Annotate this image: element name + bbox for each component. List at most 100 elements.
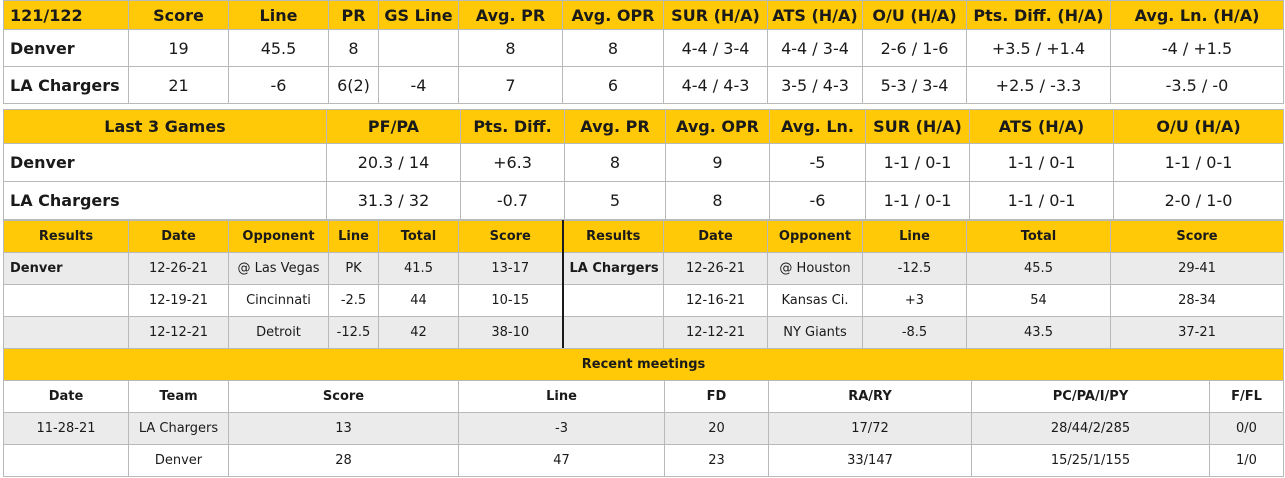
meetings-header-row: Date Team Score Line FD RA/RY PC/PA/I/PY… xyxy=(3,380,1284,413)
table-row: Denver 19 45.5 8 8 8 4-4 / 3-4 4-4 / 3-4… xyxy=(3,29,1284,67)
table-cell: -2.5 xyxy=(328,284,379,317)
table-cell: +2.5 / -3.3 xyxy=(966,66,1111,104)
table-cell: 12-12-21 xyxy=(128,316,229,349)
header-cell: ATS (H/A) xyxy=(969,109,1114,144)
table-cell: 19 xyxy=(128,29,229,67)
table-cell: 5 xyxy=(564,181,666,220)
table-cell: 42 xyxy=(378,316,459,349)
table-cell: 15/25/1/155 xyxy=(971,444,1210,477)
table-cell: 13 xyxy=(228,412,459,445)
table-cell: -6 xyxy=(228,66,329,104)
table-cell: 8 xyxy=(328,29,379,67)
table-cell: 28 xyxy=(228,444,459,477)
table-cell: 8 xyxy=(665,181,770,220)
table-cell: 4-4 / 4-3 xyxy=(663,66,768,104)
table-cell: 2-6 / 1-6 xyxy=(862,29,967,67)
table-cell: PK xyxy=(328,252,379,285)
table-cell xyxy=(3,444,129,477)
table-cell: 10-15 xyxy=(458,284,564,317)
table-cell: 23 xyxy=(664,444,769,477)
header-cell: Line xyxy=(458,380,665,413)
table-row: 12-19-21 Cincinnati -2.5 44 10-15 12-16-… xyxy=(3,284,1284,317)
table-cell: -0.7 xyxy=(460,181,565,220)
table-cell: 29-41 xyxy=(1110,252,1284,285)
table-cell: 41.5 xyxy=(378,252,459,285)
header-cell: PR xyxy=(328,0,379,30)
table-row: LA Chargers 31.3 / 32 -0.7 5 8 -6 1-1 / … xyxy=(3,181,1284,220)
table-cell: 1-1 / 0-1 xyxy=(969,181,1114,220)
header-cell: Avg. PR xyxy=(458,0,563,30)
recent-meetings-band: Recent meetings xyxy=(3,348,1284,381)
table-row: 11-28-21 LA Chargers 13 -3 20 17/72 28/4… xyxy=(3,412,1284,445)
header-cell: Score xyxy=(458,220,564,253)
table-cell: LA Chargers xyxy=(128,412,229,445)
header-cell: Avg. Ln. (H/A) xyxy=(1110,0,1284,30)
header-cell: Score xyxy=(228,380,459,413)
table-cell: 12-26-21 xyxy=(128,252,229,285)
header-cell: PF/PA xyxy=(326,109,461,144)
recent-meetings-title: Recent meetings xyxy=(3,348,1284,381)
team-name xyxy=(562,316,664,349)
table-cell: 33/147 xyxy=(768,444,972,477)
table-cell: Cincinnati xyxy=(228,284,329,317)
table-cell: 9 xyxy=(665,143,770,182)
table-cell: 3-5 / 4-3 xyxy=(767,66,863,104)
header-cell: Total xyxy=(378,220,459,253)
matchup-header-row: 121/122 Score Line PR GS Line Avg. PR Av… xyxy=(3,0,1284,30)
table-cell: 54 xyxy=(966,284,1111,317)
header-cell: Date xyxy=(3,380,129,413)
table-cell: 2-0 / 1-0 xyxy=(1113,181,1284,220)
table-cell: 0/0 xyxy=(1209,412,1284,445)
header-cell: Pts. Diff. xyxy=(460,109,565,144)
table-cell: 28/44/2/285 xyxy=(971,412,1210,445)
team-name: LA Chargers xyxy=(3,66,129,104)
table-cell: 20 xyxy=(664,412,769,445)
table-cell: 11-28-21 xyxy=(3,412,129,445)
header-cell: Avg. OPR xyxy=(562,0,664,30)
header-cell: Opponent xyxy=(767,220,863,253)
table-cell: 5-3 / 3-4 xyxy=(862,66,967,104)
header-cell: RA/RY xyxy=(768,380,972,413)
table-cell: 31.3 / 32 xyxy=(326,181,461,220)
table-row: Denver 12-26-21 @ Las Vegas PK 41.5 13-1… xyxy=(3,252,1284,285)
header-cell: Avg. PR xyxy=(564,109,666,144)
header-cell: SUR (H/A) xyxy=(865,109,970,144)
header-cell: Opponent xyxy=(228,220,329,253)
header-cell: Last 3 Games xyxy=(3,109,327,144)
header-cell: Avg. OPR xyxy=(665,109,770,144)
table-row: LA Chargers 21 -6 6(2) -4 7 6 4-4 / 4-3 … xyxy=(3,66,1284,104)
table-cell: @ Houston xyxy=(767,252,863,285)
table-cell: 7 xyxy=(458,66,563,104)
table-cell: NY Giants xyxy=(767,316,863,349)
table-cell: -4 / +1.5 xyxy=(1110,29,1284,67)
team-name: Denver xyxy=(3,143,327,182)
table-row: 12-12-21 Detroit -12.5 42 38-10 12-12-21… xyxy=(3,316,1284,349)
last-3-games-table: Last 3 Games PF/PA Pts. Diff. Avg. PR Av… xyxy=(3,109,1284,220)
table-cell: -6 xyxy=(769,181,866,220)
table-cell: 45.5 xyxy=(228,29,329,67)
matchup-table: 121/122 Score Line PR GS Line Avg. PR Av… xyxy=(3,0,1284,104)
results-table: Results Date Opponent Line Total Score R… xyxy=(3,220,1284,349)
header-cell: Date xyxy=(663,220,768,253)
table-cell: 12-19-21 xyxy=(128,284,229,317)
last3-header-row: Last 3 Games PF/PA Pts. Diff. Avg. PR Av… xyxy=(3,109,1284,144)
table-cell: 21 xyxy=(128,66,229,104)
table-cell: 1-1 / 0-1 xyxy=(969,143,1114,182)
header-cell: Line xyxy=(328,220,379,253)
table-cell: 6 xyxy=(562,66,664,104)
team-name: Denver xyxy=(3,252,129,285)
table-cell: -8.5 xyxy=(862,316,967,349)
header-cell: Team xyxy=(128,380,229,413)
table-cell: -12.5 xyxy=(862,252,967,285)
table-cell: +6.3 xyxy=(460,143,565,182)
table-cell: 17/72 xyxy=(768,412,972,445)
table-cell: -4 xyxy=(378,66,459,104)
header-cell: Line xyxy=(862,220,967,253)
header-cell: Score xyxy=(128,0,229,30)
table-cell: -3.5 / -0 xyxy=(1110,66,1284,104)
table-cell: 37-21 xyxy=(1110,316,1284,349)
table-cell: 4-4 / 3-4 xyxy=(767,29,863,67)
table-cell: 38-10 xyxy=(458,316,564,349)
table-cell: 6(2) xyxy=(328,66,379,104)
team-name: LA Chargers xyxy=(3,181,327,220)
